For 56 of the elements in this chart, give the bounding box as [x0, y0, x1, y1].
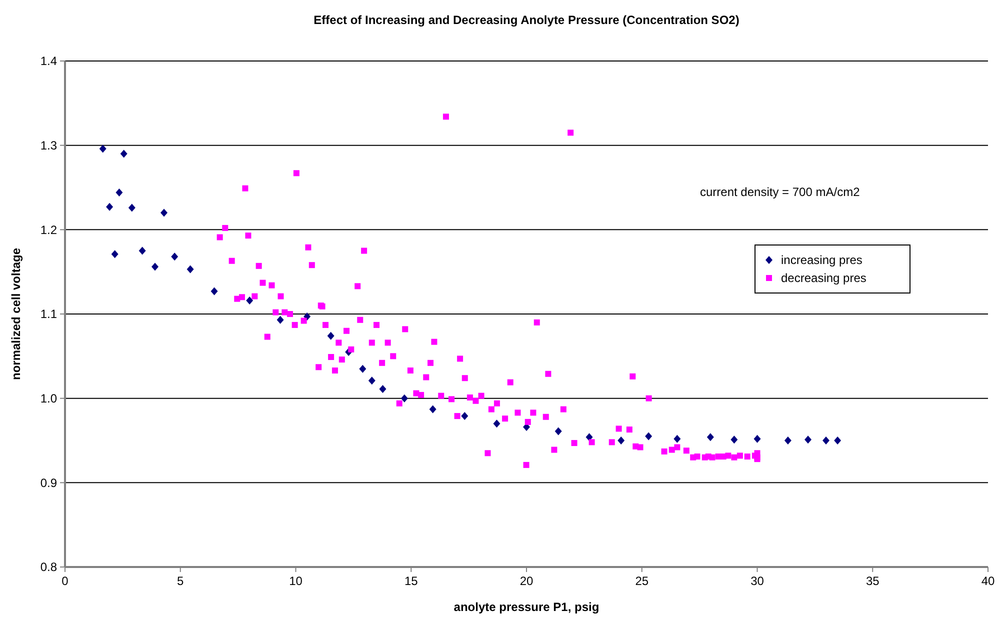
- point: [99, 144, 106, 153]
- point: [210, 287, 218, 296]
- y-tick-label: 1.2: [40, 222, 58, 237]
- x-tick-label: 10: [289, 574, 303, 588]
- x-axis-title: anolyte pressure P1, psig: [454, 600, 600, 614]
- x-tick-label: 35: [866, 574, 880, 588]
- x-tick-label: 5: [177, 574, 184, 588]
- annotation: current density = 700 mA/cm2: [700, 185, 860, 199]
- point: [151, 262, 158, 271]
- point: [754, 434, 761, 443]
- y-tick-label: 0.9: [40, 476, 58, 490]
- point: [128, 204, 136, 212]
- point: [138, 246, 146, 255]
- y-tick-label: 1.4: [40, 54, 58, 68]
- y-axis-title: normalized cell voltage: [9, 248, 23, 380]
- point: [327, 332, 334, 340]
- y-tick-label: 1.0: [40, 392, 58, 406]
- point: [730, 436, 738, 444]
- point: [111, 250, 118, 258]
- point: [461, 412, 468, 420]
- point: [400, 394, 408, 402]
- point: [246, 296, 254, 305]
- point: [359, 364, 366, 373]
- point: [116, 188, 123, 197]
- point: [784, 436, 792, 444]
- point: [834, 436, 842, 444]
- y-tick-label: 1.1: [40, 307, 58, 322]
- x-tick-label: 30: [750, 574, 764, 588]
- point: [106, 202, 114, 211]
- y-tick-label: 1.3: [40, 138, 58, 153]
- y-tick-label: 0.8: [40, 560, 58, 574]
- point: [804, 436, 812, 444]
- legend-label: decreasing pres: [781, 271, 866, 286]
- point: [368, 376, 376, 385]
- point: [493, 420, 500, 428]
- point: [618, 436, 625, 444]
- point: [276, 316, 284, 324]
- point: [379, 385, 386, 394]
- point: [706, 433, 714, 442]
- point: [429, 405, 436, 414]
- point: [586, 433, 593, 442]
- legend-label: increasing pres: [781, 253, 862, 268]
- point: [186, 265, 194, 274]
- point: [645, 432, 652, 440]
- point: [120, 150, 128, 158]
- x-tick-label: 40: [981, 574, 995, 588]
- x-tick-label: 20: [520, 574, 534, 588]
- x-tick-label: 25: [635, 574, 649, 588]
- chart-title: Effect of Increasing and Decreasing Anolyte Pressure (Concentration SO2): [314, 13, 740, 27]
- point: [674, 434, 681, 443]
- point: [554, 427, 562, 436]
- point: [160, 208, 168, 217]
- x-tick-label: 15: [404, 574, 418, 588]
- point: [822, 436, 830, 444]
- x-tick-label: 0: [62, 574, 69, 588]
- point: [171, 252, 178, 261]
